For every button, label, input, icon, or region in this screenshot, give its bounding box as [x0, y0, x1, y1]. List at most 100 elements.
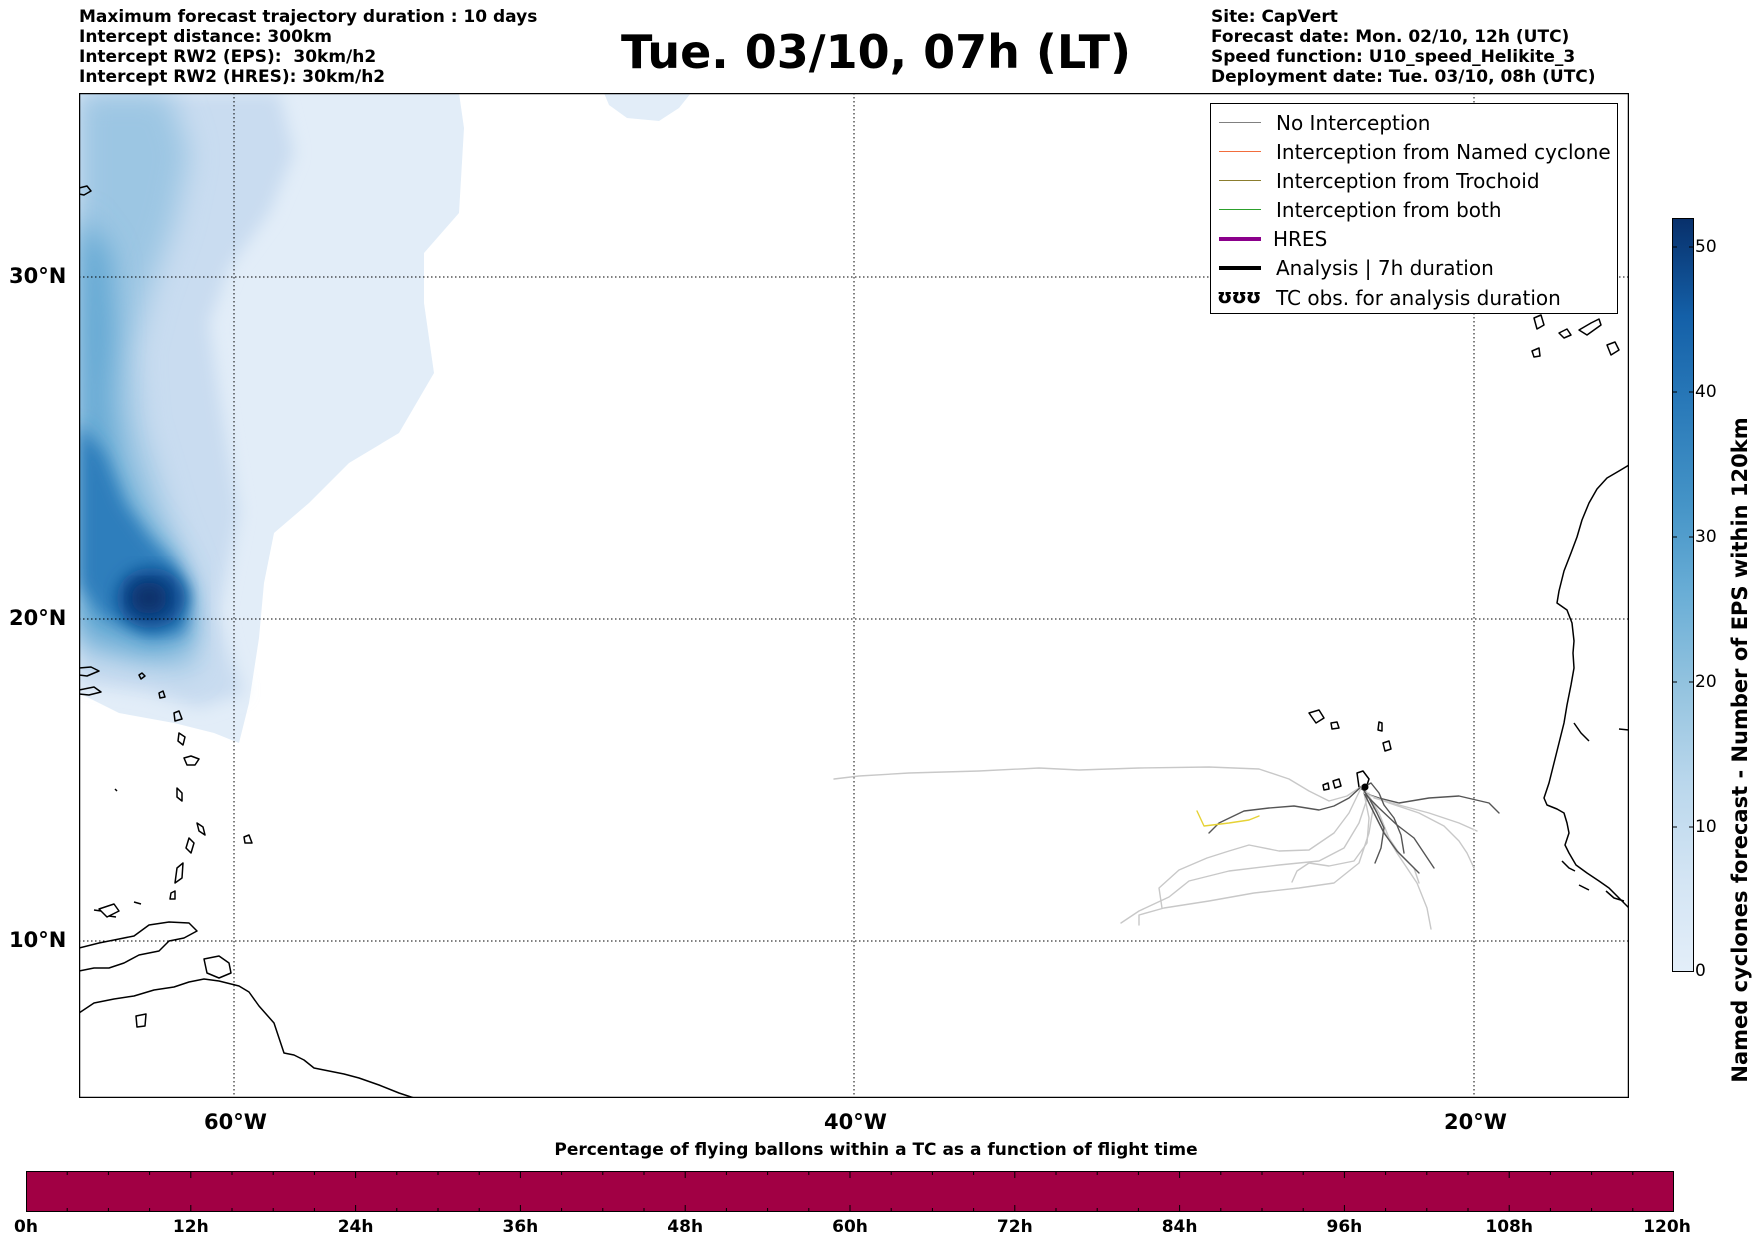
- trajectory-loop-2: [1361, 782, 1405, 854]
- trajectory-e-dark-3: [1363, 792, 1420, 874]
- left-info-line-4: Intercept RW2 (HRES): 30km/h2: [79, 67, 386, 87]
- colorbar-tick-50: 50: [1695, 237, 1717, 257]
- west-africa-coast: [1543, 464, 1629, 909]
- legend-item-analysis: Analysis | 7h duration: [1211, 255, 1617, 281]
- balloon-trajectories: [833, 766, 1500, 930]
- tc-symbols-icon: ʊʊʊ: [1217, 284, 1261, 308]
- trajectory-yellow: [1196, 810, 1260, 827]
- trajectory-dark-west: [1208, 785, 1363, 834]
- trajectory-far-west: [833, 766, 1363, 802]
- south-america-coast: [79, 978, 415, 1098]
- lat-label-30n: 30°N: [9, 264, 67, 288]
- legend-label: Analysis | 7h duration: [1276, 256, 1494, 280]
- flight-time-tick-72h: 72h: [996, 1217, 1033, 1237]
- colorbar-tick-10: 10: [1695, 817, 1717, 837]
- lesser-antilles-9: [174, 862, 184, 884]
- trajectory-s-3: [1291, 792, 1370, 883]
- lesser-antilles-11: [243, 834, 253, 844]
- legend-line-icon: [1219, 266, 1261, 270]
- cape-verde-fogo: [1332, 778, 1342, 789]
- flight-time-bar-title: Percentage of flying ballons within a TC…: [554, 1140, 1198, 1160]
- lat-label-10n: 10°N: [9, 928, 67, 952]
- legend-label: Interception from Named cyclone: [1276, 140, 1611, 164]
- cape-verde-sal: [1377, 721, 1383, 732]
- lesser-antilles-3: [173, 710, 183, 722]
- left-info-line-3: Intercept RW2 (EPS): 30km/h2: [79, 47, 377, 67]
- lesser-antilles-5: [183, 755, 200, 766]
- flight-time-tick-120h: 120h: [1643, 1217, 1691, 1237]
- left-info-line-1: Maximum forecast trajectory duration : 1…: [79, 7, 538, 27]
- colorbar-tick-40: 40: [1695, 382, 1717, 402]
- venezuela-gulf-coast: [79, 921, 198, 972]
- legend-line-icon: [1219, 237, 1261, 241]
- legend-item-trochoid: Interception from Trochoid: [1211, 168, 1617, 194]
- lesser-antilles-2: [158, 690, 166, 699]
- flight-time-tick-48h: 48h: [667, 1217, 704, 1237]
- legend-line-icon: [1219, 151, 1261, 152]
- flight-time-tick-24h: 24h: [337, 1217, 374, 1237]
- trajectory-e-dark-1: [1363, 792, 1500, 814]
- lesser-antilles-4: [177, 732, 186, 746]
- legend-line-icon: [1219, 122, 1261, 123]
- canary-island-2: [1558, 328, 1572, 339]
- lesser-antilles-1: [138, 672, 146, 680]
- flight-time-tick-60h: 60h: [832, 1217, 868, 1237]
- canary-island-1: [1533, 314, 1545, 330]
- gridlines: [79, 93, 1629, 1098]
- flight-time-tick-84h: 84h: [1161, 1217, 1198, 1237]
- trajectory-loop-1: [1361, 787, 1385, 864]
- lesser-antilles-6: [176, 787, 183, 802]
- small-cays: [93, 788, 142, 918]
- trajectory-e-light: [1363, 792, 1475, 869]
- legend-item-tc-obs: ʊʊʊ TC obs. for analysis duration: [1211, 284, 1617, 311]
- cape-verde-santo-antao: [1308, 709, 1325, 724]
- trajectory-sw-1: [1158, 785, 1363, 909]
- nw-land-fragment: [79, 185, 92, 196]
- flight-time-tick-0h: 0h: [14, 1217, 38, 1237]
- map-title: Tue. 03/10, 07h (LT): [621, 25, 1131, 79]
- trajectory-legend: No Interception Interception from Named …: [1210, 103, 1618, 314]
- legend-label: Interception from Trochoid: [1276, 169, 1540, 193]
- flight-time-tick-12h: 12h: [172, 1217, 209, 1237]
- flight-time-tick-108h: 108h: [1485, 1217, 1533, 1237]
- flight-time-bar-ticks: [66, 1171, 1634, 1212]
- lat-label-20n: 20°N: [9, 606, 67, 630]
- trajectory-e-light-2: [1373, 797, 1478, 832]
- trinidad-coast: [203, 955, 232, 979]
- trajectory-e-dark-2: [1363, 792, 1435, 869]
- colorbar-tick-20: 20: [1695, 672, 1717, 692]
- trajectory-sw-2: [1120, 792, 1370, 924]
- map-frame: [79, 93, 1629, 1098]
- colorbar-label: Named cyclones forecast - Number of EPS …: [1728, 417, 1752, 1083]
- cyclone-density-field: [79, 93, 691, 743]
- right-info-line-3: Speed function: U10_speed_Helikite_3: [1211, 47, 1576, 67]
- density-level-1b: [604, 93, 691, 121]
- coastlines: [79, 185, 1629, 1098]
- right-info-line-4: Deployment date: Tue. 03/10, 08h (UTC): [1211, 67, 1596, 87]
- venezuela-islands: [135, 1013, 147, 1028]
- legend-item-hres: HRES: [1211, 226, 1617, 252]
- canary-island-4: [1606, 341, 1620, 356]
- trajectory-s-1: [1365, 790, 1420, 884]
- legend-item-named-cyclone: Interception from Named cyclone: [1211, 139, 1617, 165]
- legend-line-icon: [1219, 209, 1261, 210]
- colorbar-tick-30: 30: [1695, 527, 1717, 547]
- flight-time-tick-96h: 96h: [1326, 1217, 1363, 1237]
- legend-label: HRES: [1273, 227, 1328, 251]
- legend-item-both: Interception from both: [1211, 197, 1617, 223]
- tobago-coast: [98, 903, 120, 918]
- legend-label: Interception from both: [1276, 198, 1502, 222]
- cape-verde-sao-vicente: [1330, 721, 1340, 730]
- west-africa-bays: [1561, 722, 1629, 902]
- cape-verde-brava: [1322, 782, 1330, 791]
- legend-label: TC obs. for analysis duration: [1276, 286, 1561, 310]
- canary-island-3: [1578, 318, 1602, 336]
- lesser-antilles-7: [196, 822, 206, 836]
- puerto-rico-coast: [79, 666, 100, 677]
- lesser-antilles-8: [185, 837, 195, 854]
- colorbar-tick-0: 0: [1695, 961, 1706, 981]
- hispaniola-coast: [79, 686, 102, 696]
- right-info-line-2: Forecast date: Mon. 02/10, 12h (UTC): [1211, 27, 1570, 47]
- lon-label-20w: 20°W: [1444, 1110, 1507, 1134]
- lon-label-60w: 60°W: [204, 1110, 267, 1134]
